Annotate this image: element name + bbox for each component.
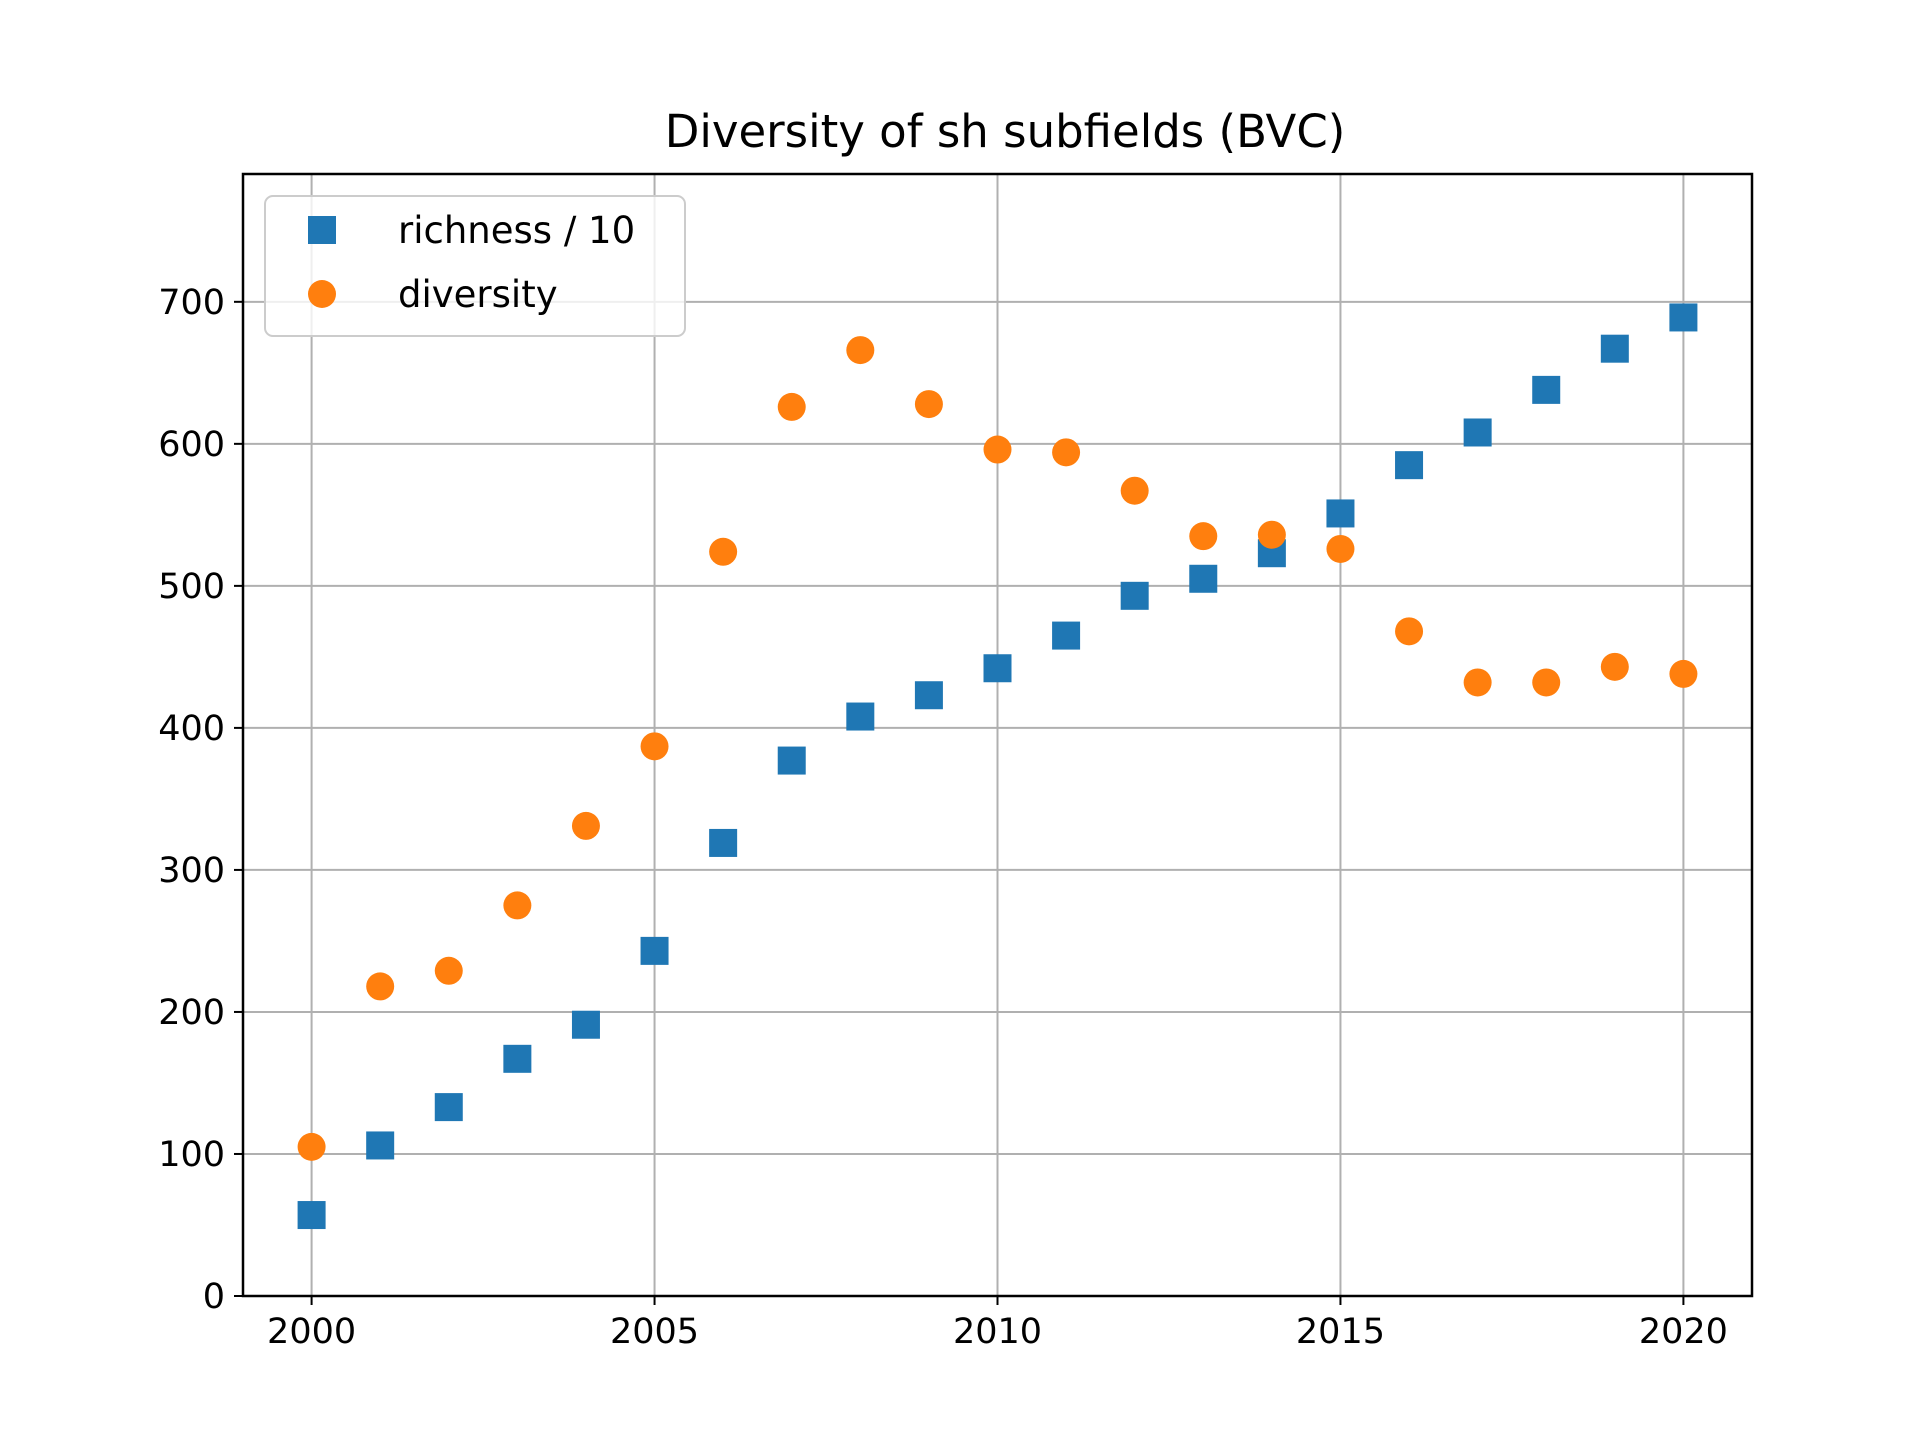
point-2-2017 xyxy=(1463,668,1492,697)
tick-label-y-700: 700 xyxy=(158,283,225,323)
tick-label-y-100: 100 xyxy=(158,1135,225,1175)
point-1-2013 xyxy=(1189,564,1218,593)
point-1-2012 xyxy=(1120,581,1149,610)
point-2-2015 xyxy=(1326,534,1355,563)
series-2 xyxy=(297,336,1698,1161)
plot-frame xyxy=(241,172,1754,1298)
point-1-2008 xyxy=(846,702,875,731)
point-1-2017 xyxy=(1463,418,1492,447)
point-1-2003 xyxy=(503,1044,532,1073)
point-1-2011 xyxy=(1052,621,1081,650)
point-2-2013 xyxy=(1189,522,1218,551)
point-1-2018 xyxy=(1532,375,1561,404)
point-1-2015 xyxy=(1326,499,1355,528)
tick-label-x-2005: 2005 xyxy=(610,1312,699,1352)
point-1-2000 xyxy=(297,1201,326,1230)
point-2-2012 xyxy=(1120,476,1149,505)
point-2-2007 xyxy=(777,392,806,421)
point-2-2014 xyxy=(1257,520,1286,549)
point-2-2005 xyxy=(640,732,669,761)
tick-label-y-400: 400 xyxy=(158,709,225,749)
point-2-2020 xyxy=(1669,659,1698,688)
point-1-2002 xyxy=(434,1093,463,1122)
point-2-2019 xyxy=(1600,652,1629,681)
point-2-2016 xyxy=(1395,617,1424,646)
tick-label-y-200: 200 xyxy=(158,993,225,1033)
tick-label-x-2000: 2000 xyxy=(267,1312,356,1352)
point-1-2005 xyxy=(640,936,669,965)
point-2-2011 xyxy=(1052,438,1081,467)
point-1-2020 xyxy=(1669,303,1698,332)
point-1-2010 xyxy=(983,654,1012,683)
chart-title: Diversity of sh subfields (BVC) xyxy=(665,105,1346,158)
tick-label-y-300: 300 xyxy=(158,851,225,891)
point-2-2001 xyxy=(366,972,395,1001)
legend-box xyxy=(264,195,686,337)
tick-label-x-2020: 2020 xyxy=(1639,1312,1728,1352)
legend-label-1: richness / 10 xyxy=(398,209,635,252)
axis-ticks: 2000 2005 2010 2015 2020 0 100 200 300 400 500 600 7… xyxy=(158,283,1728,1352)
legend: richness / 10 diversity xyxy=(264,195,686,337)
legend-marker-2 xyxy=(308,280,336,308)
legend-label-2: diversity xyxy=(398,273,558,316)
point-1-2006 xyxy=(709,828,738,857)
tick-label-y-0: 0 xyxy=(203,1277,225,1317)
point-2-2000 xyxy=(297,1132,326,1161)
series-1 xyxy=(297,303,1698,1230)
point-2-2003 xyxy=(503,891,532,920)
point-1-2016 xyxy=(1395,451,1424,480)
tick-label-y-600: 600 xyxy=(158,425,225,465)
point-2-2009 xyxy=(914,390,943,419)
tick-label-y-500: 500 xyxy=(158,567,225,607)
legend-marker-1 xyxy=(308,216,336,244)
point-2-2008 xyxy=(846,336,875,365)
point-1-2007 xyxy=(777,746,806,775)
point-2-2006 xyxy=(709,537,738,566)
point-2-2002 xyxy=(434,956,463,985)
point-1-2004 xyxy=(571,1010,600,1039)
point-1-2009 xyxy=(914,681,943,710)
data-marks xyxy=(297,303,1698,1230)
point-1-2001 xyxy=(366,1131,395,1160)
tick-label-x-2015: 2015 xyxy=(1296,1312,1385,1352)
point-1-2019 xyxy=(1600,334,1629,363)
point-2-2018 xyxy=(1532,668,1561,697)
tick-label-x-2010: 2010 xyxy=(953,1312,1042,1352)
point-2-2010 xyxy=(983,435,1012,464)
point-2-2004 xyxy=(571,811,600,840)
